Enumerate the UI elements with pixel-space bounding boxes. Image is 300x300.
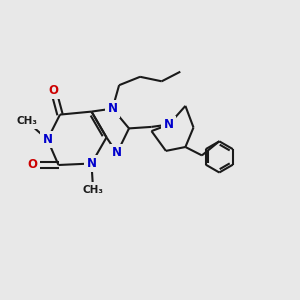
- Text: CH₃: CH₃: [16, 116, 38, 127]
- Text: N: N: [107, 102, 118, 115]
- Text: CH₃: CH₃: [82, 184, 103, 195]
- Text: N: N: [86, 157, 97, 170]
- Text: N: N: [112, 146, 122, 160]
- Text: O: O: [48, 83, 59, 97]
- Text: O: O: [27, 158, 37, 172]
- Text: N: N: [42, 133, 52, 146]
- Text: N: N: [164, 118, 174, 131]
